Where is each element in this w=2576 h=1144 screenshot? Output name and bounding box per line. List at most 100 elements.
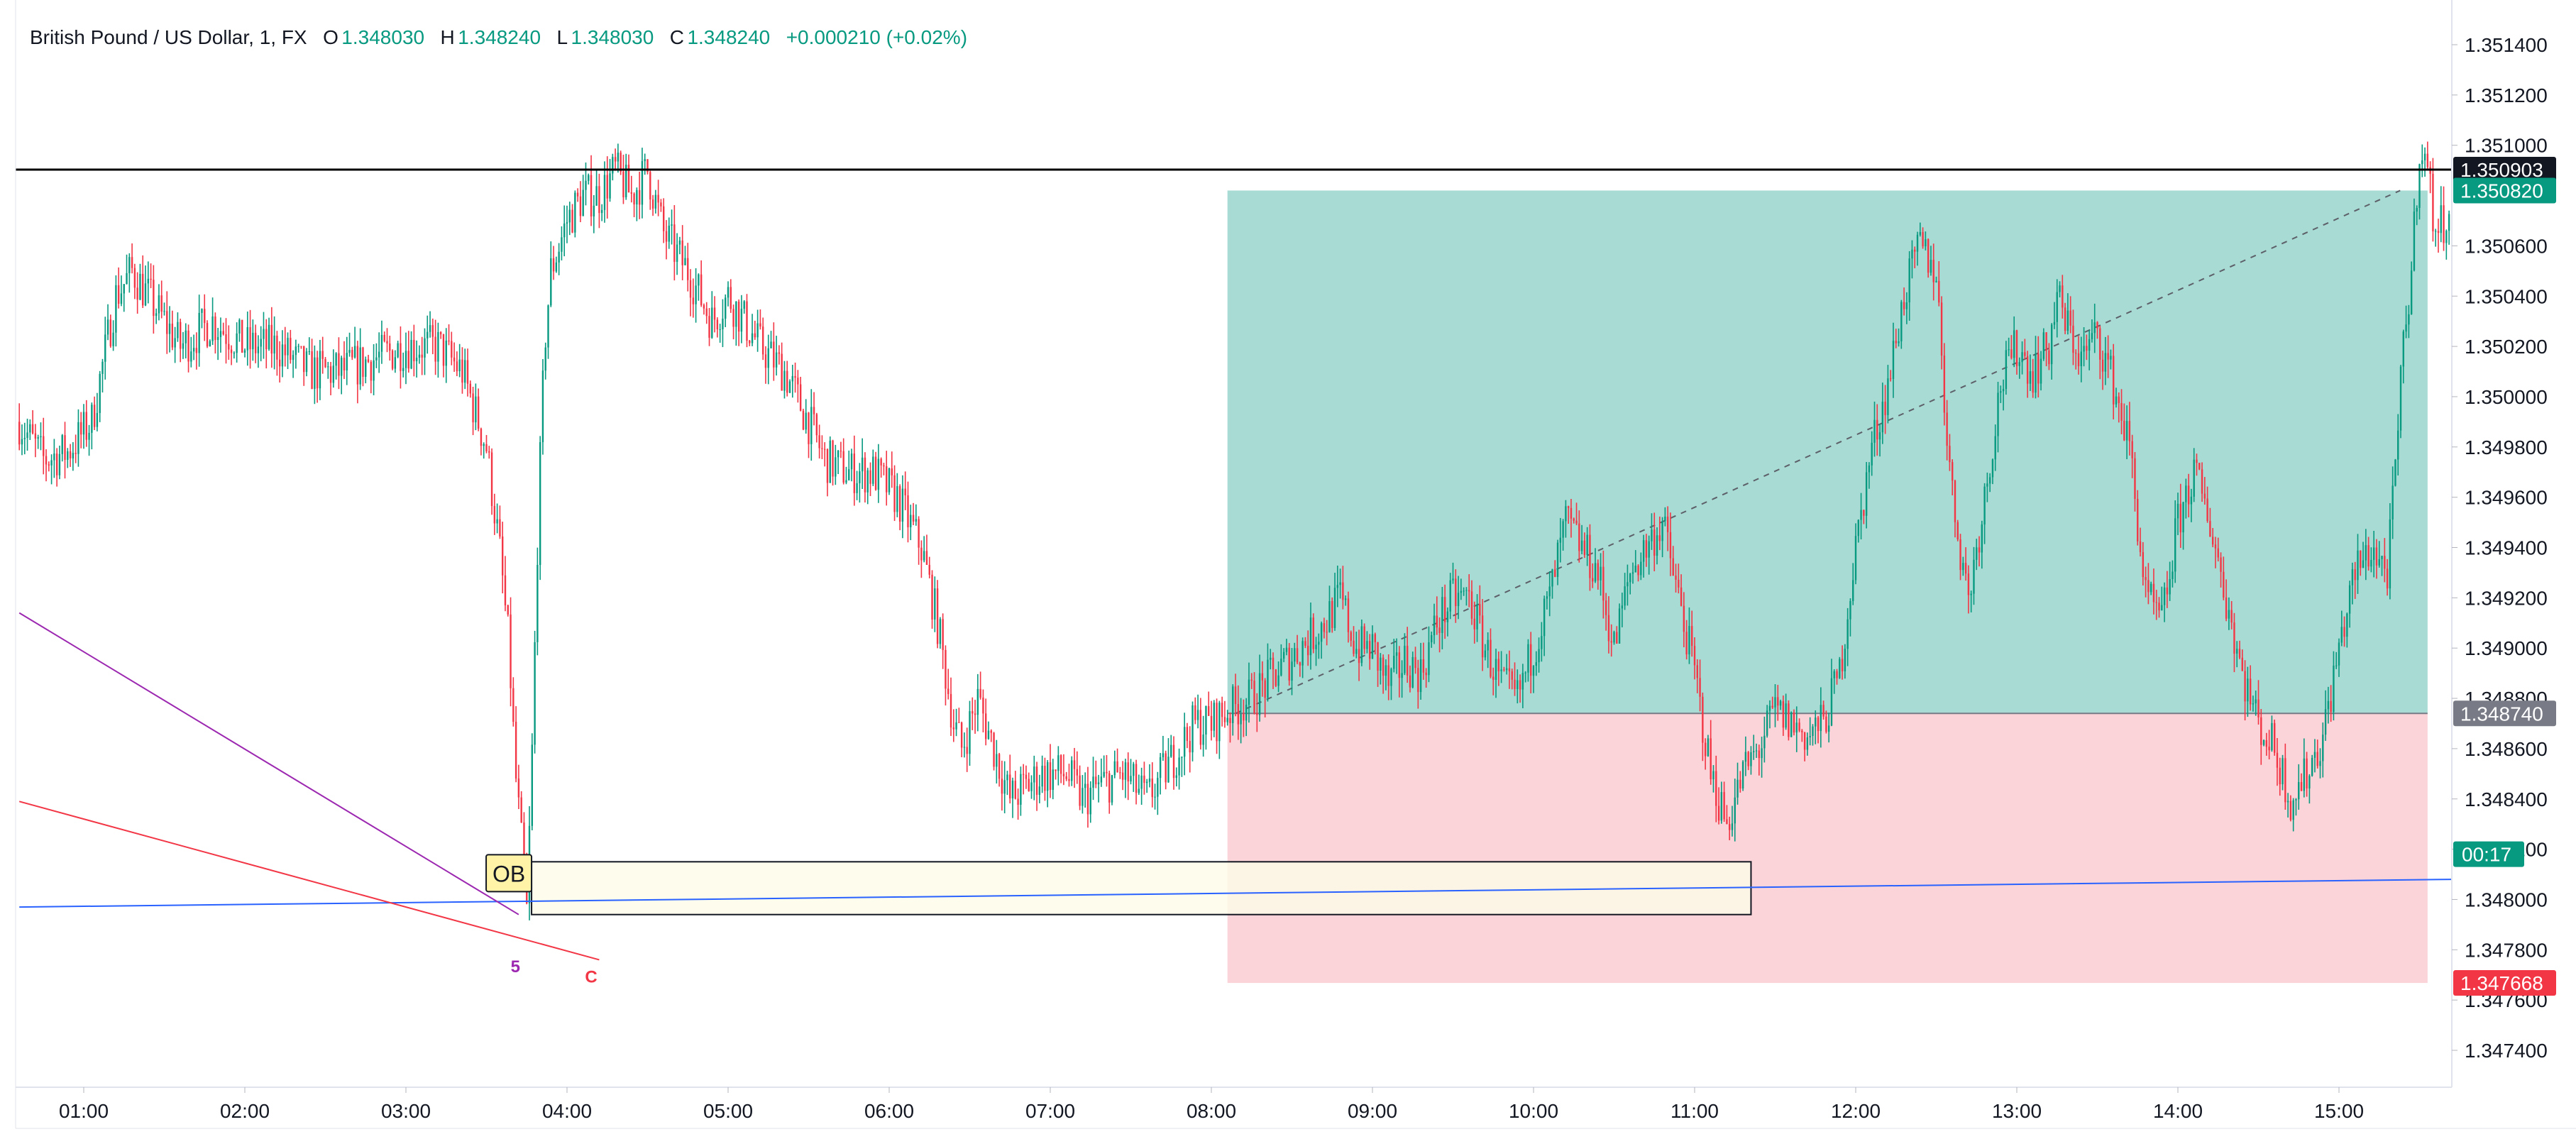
candle-body	[451, 341, 453, 358]
y-tick-label: 1.347800	[2465, 939, 2548, 961]
legend-close-value: 1.348240	[687, 26, 770, 48]
candle-body	[799, 384, 802, 411]
candle-body	[2228, 610, 2230, 619]
candle-body	[848, 469, 850, 480]
legend-high-value: 1.348240	[458, 26, 541, 48]
candle-body	[61, 435, 63, 454]
candle-body	[1307, 645, 1309, 656]
candle-body	[2268, 747, 2270, 751]
candle-body	[1312, 617, 1314, 649]
candle-body	[1589, 534, 1591, 578]
position-tool-layer[interactable]	[1227, 189, 2428, 984]
candle-body	[2354, 569, 2356, 581]
candle-body	[1172, 744, 1175, 779]
candle-body	[2107, 353, 2109, 360]
candle-body	[472, 393, 474, 423]
candle-body	[945, 649, 947, 689]
candle-body	[725, 297, 727, 319]
candle-body	[713, 307, 716, 320]
candle-body	[835, 457, 837, 477]
candle-body	[1658, 535, 1661, 541]
candle-body	[1393, 656, 1395, 669]
candle-body	[2223, 571, 2225, 598]
candle-body	[378, 351, 380, 358]
candle-body	[1795, 722, 1798, 733]
candle-body	[2365, 545, 2367, 561]
candle-body	[1229, 717, 1231, 723]
candle-body	[1240, 714, 1242, 725]
candle-body	[2161, 605, 2163, 611]
candle-body	[166, 311, 168, 334]
candle-body	[180, 321, 182, 349]
candle-body	[837, 451, 840, 458]
candle-body	[684, 258, 686, 265]
candle-body	[238, 319, 241, 334]
candle-body	[230, 349, 233, 353]
candle-body	[150, 278, 152, 280]
drawings-layer[interactable]	[16, 168, 2452, 961]
order-block-label-box	[485, 854, 533, 893]
candle-body	[1323, 623, 1326, 632]
candle-body	[746, 301, 748, 341]
candle-body	[598, 186, 600, 214]
candle-body	[1162, 753, 1165, 757]
candle-body	[1505, 668, 1508, 671]
price-axis[interactable]: 1.351400 1.351200 1.351000 1.350600 1.350400…	[2452, 34, 2548, 1062]
candle-body	[469, 383, 471, 394]
candle-body	[735, 302, 737, 327]
candle-body	[2198, 463, 2201, 470]
time-axis[interactable]: 01:00 02:00 03:00 04:00 05:00 06:00 07:00 08:00…	[59, 1087, 2364, 1122]
candle-body	[1844, 649, 1846, 671]
candle-body	[2088, 339, 2091, 351]
candle-body	[510, 614, 512, 688]
candle-body	[2298, 781, 2300, 800]
candle-body	[2091, 333, 2093, 339]
candle-body	[1395, 652, 1398, 656]
candle-body	[2021, 352, 2023, 363]
candle-body	[1221, 703, 1223, 717]
candle-body	[370, 361, 373, 381]
candle-body	[1852, 580, 1854, 601]
candle-body	[1973, 559, 1975, 594]
x-tick-label: 08:00	[1187, 1100, 1236, 1122]
candle-body	[2066, 310, 2069, 331]
candle-body	[761, 326, 764, 355]
candle-body	[268, 324, 270, 350]
candle-body	[1148, 779, 1151, 782]
candle-body	[365, 359, 367, 377]
candle-body	[1081, 788, 1084, 806]
candle-body	[2426, 153, 2429, 167]
candle-body	[2042, 332, 2045, 359]
candle-body	[2123, 420, 2125, 441]
candle-body	[979, 688, 981, 698]
candle-body	[1846, 619, 1849, 649]
candle-body	[1900, 302, 1903, 341]
candle-body	[424, 338, 426, 358]
candle-body	[1645, 540, 1648, 558]
candle-body	[389, 343, 391, 351]
candle-body	[866, 470, 869, 493]
candle-body	[1543, 598, 1546, 637]
candle-body	[2010, 349, 2013, 358]
candle-body	[759, 323, 761, 327]
candle-body	[1914, 249, 1916, 252]
y-tick-label: 1.351000	[2465, 135, 2548, 157]
candle-body	[864, 457, 866, 493]
candle-body	[1189, 741, 1191, 753]
candle-body	[297, 346, 299, 347]
candle-body	[606, 175, 608, 199]
candle-body	[2399, 366, 2402, 431]
candle-body	[1431, 635, 1433, 643]
candle-body	[1199, 710, 1202, 745]
candle-body	[625, 165, 627, 197]
x-tick-label: 15:00	[2314, 1100, 2364, 1122]
candle-body	[2311, 757, 2313, 776]
order-block-layer[interactable]	[531, 861, 1752, 915]
candle-body	[246, 327, 248, 351]
candle-body	[356, 346, 359, 385]
candle-body	[1138, 788, 1140, 793]
candle-body	[719, 329, 721, 330]
candle-body	[531, 744, 534, 826]
